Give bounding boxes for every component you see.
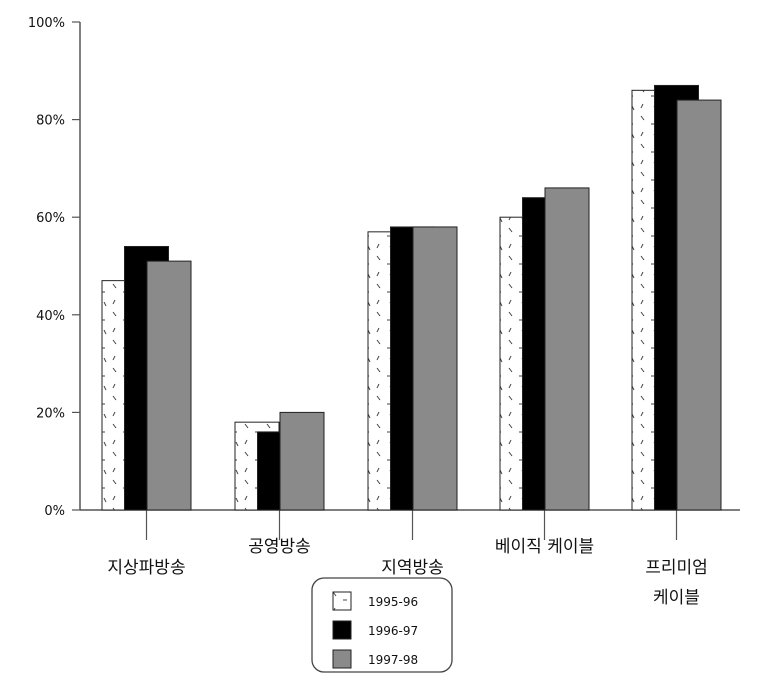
bar-1997-98 xyxy=(676,99,722,511)
y-tick-label: 0% xyxy=(44,504,65,519)
bar-1997-98 xyxy=(279,411,325,511)
legend-swatch xyxy=(332,649,352,669)
legend-label: 1995-96 xyxy=(368,595,418,609)
bar-1997-98 xyxy=(146,260,192,511)
x-tick-label: 프리미엄 xyxy=(645,558,708,578)
y-tick-label: 80% xyxy=(36,114,65,129)
y-tick-label: 40% xyxy=(36,309,65,324)
x-tick-label: 베이직 케이블 xyxy=(495,537,594,557)
bar-1997-98 xyxy=(412,226,458,511)
legend-swatch xyxy=(332,591,352,611)
legend-label: 1996-97 xyxy=(368,624,418,638)
x-tick-label: 공영방송 xyxy=(248,537,311,557)
x-tick-label: 지상파방송 xyxy=(107,558,185,578)
bar-1997-98 xyxy=(544,187,590,511)
y-tick-label: 100% xyxy=(28,16,65,31)
x-tick-label: 지역방송 xyxy=(381,558,444,578)
y-tick-label: 20% xyxy=(36,406,65,421)
legend-swatch xyxy=(332,620,352,640)
x-tick-label: 케이블 xyxy=(653,588,700,608)
y-tick-label: 60% xyxy=(36,211,65,226)
legend-label: 1997-98 xyxy=(368,653,418,667)
